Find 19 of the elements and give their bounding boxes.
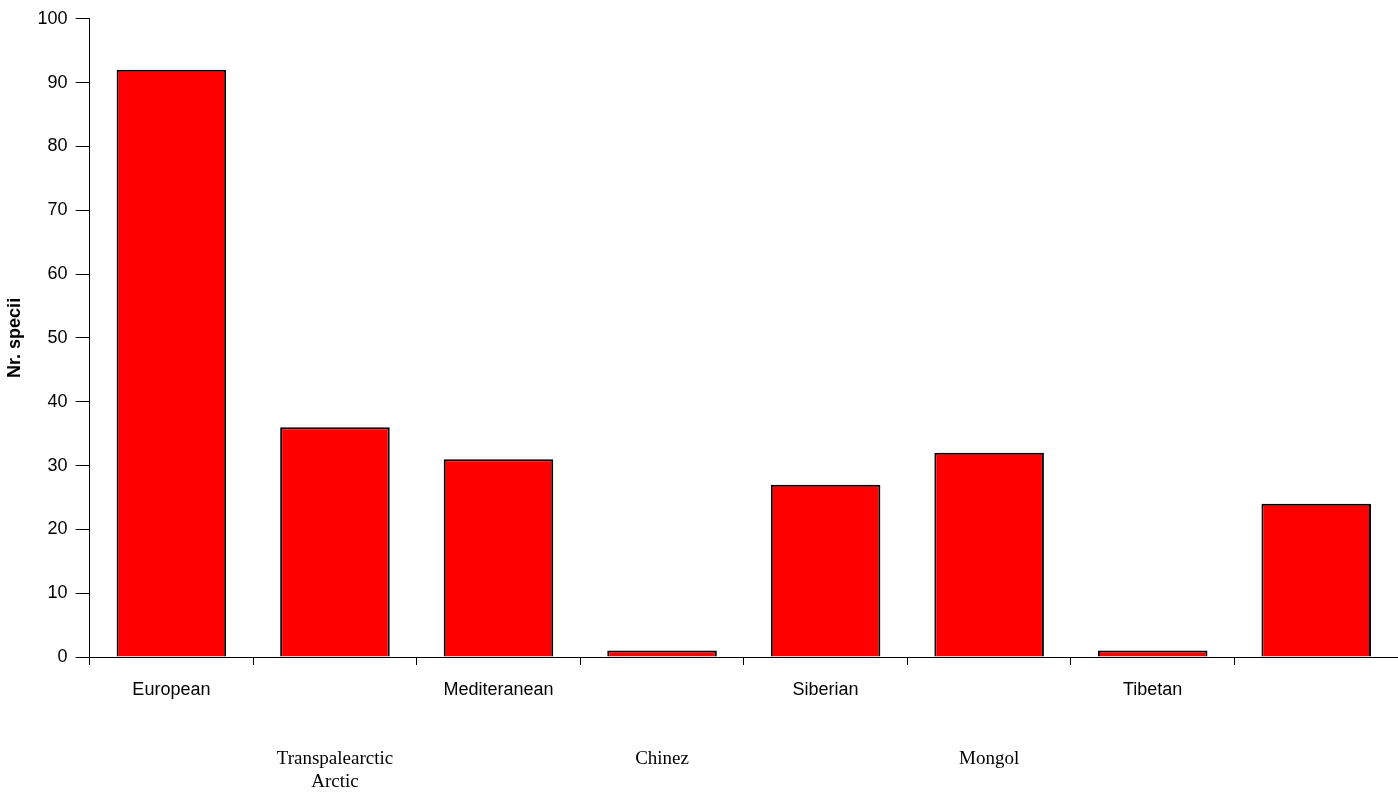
y-tick-label: 50 — [47, 326, 68, 347]
x-tick-label: Mongol — [959, 746, 1020, 768]
y-tick-label: 20 — [47, 518, 68, 539]
x-tick-label: Tibetan — [1122, 679, 1183, 700]
x-tick-label: Mediteranean — [443, 679, 554, 700]
x-tick-label: European — [132, 679, 211, 700]
x-tick-label: Chinez — [635, 746, 689, 768]
y-tick-label: 0 — [57, 645, 68, 666]
y-tick-label: 40 — [47, 390, 68, 411]
y-axis-title: Nr. specii — [3, 297, 24, 378]
y-tick-label: 90 — [47, 71, 68, 92]
y-tick-label: 70 — [47, 199, 68, 220]
y-tick-label: 60 — [47, 263, 68, 284]
x-tick-label: Siberian — [792, 679, 859, 700]
y-tick-label: 30 — [47, 454, 68, 475]
x-tick-label: Transpalearctic Arctic — [276, 746, 394, 791]
y-tick-label: 100 — [37, 7, 68, 28]
y-tick-label: 80 — [47, 135, 68, 156]
y-tick-label: 10 — [47, 582, 68, 603]
